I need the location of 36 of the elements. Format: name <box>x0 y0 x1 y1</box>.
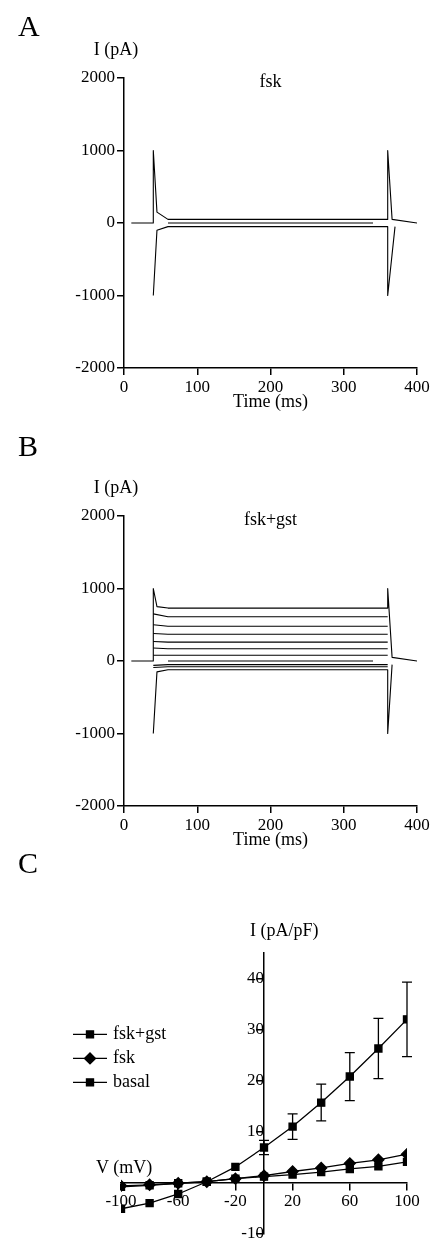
legend-label: fsk+gst <box>113 1023 167 1044</box>
x-tick-label: 100 <box>184 814 210 834</box>
text: C <box>18 845 39 879</box>
legend-label: fsk <box>113 1047 135 1068</box>
y-axis-title: I (pA/pF) <box>250 919 319 941</box>
x-tick-label: 300 <box>331 814 357 834</box>
x-tick-label: 400 <box>404 814 430 834</box>
x-tick-label: 100 <box>184 376 210 396</box>
x-tick-label: 0 <box>119 376 129 396</box>
x-tick-label: 0 <box>119 814 129 834</box>
y-tick-label: -1000 <box>75 284 115 304</box>
chart-title: fsk <box>259 70 282 91</box>
x-tick-label: 100 <box>394 1191 420 1211</box>
x-tick-label: 400 <box>404 376 430 396</box>
text: A <box>18 8 40 42</box>
x-axis-title: V (mV) <box>96 1157 153 1179</box>
y-tick-label: 2000 <box>81 505 115 525</box>
x-tick-label: -20 <box>224 1191 247 1211</box>
y-tick-label: 0 <box>106 212 115 232</box>
x-tick-label: -100 <box>105 1191 137 1211</box>
x-tick-label: 300 <box>331 376 357 396</box>
y-tick-label: -2000 <box>75 795 115 815</box>
y-axis-title: I (pA) <box>93 38 139 60</box>
y-tick-label: 1000 <box>81 139 115 159</box>
y-tick-label: -2000 <box>75 357 115 377</box>
x-tick-label: 20 <box>284 1191 302 1211</box>
y-tick-label: 2000 <box>81 67 115 87</box>
y-tick-label: 40 <box>247 968 264 987</box>
y-axis-title: I (pA) <box>93 476 139 498</box>
chart-title: fsk+gst <box>243 508 298 529</box>
y-tick-label: 0 <box>106 650 115 670</box>
legend-label: basal <box>113 1071 150 1092</box>
text: B <box>18 428 39 462</box>
y-tick-label: -1000 <box>75 722 115 742</box>
y-tick-label: 1000 <box>81 577 115 597</box>
x-tick-label: 60 <box>341 1191 359 1211</box>
